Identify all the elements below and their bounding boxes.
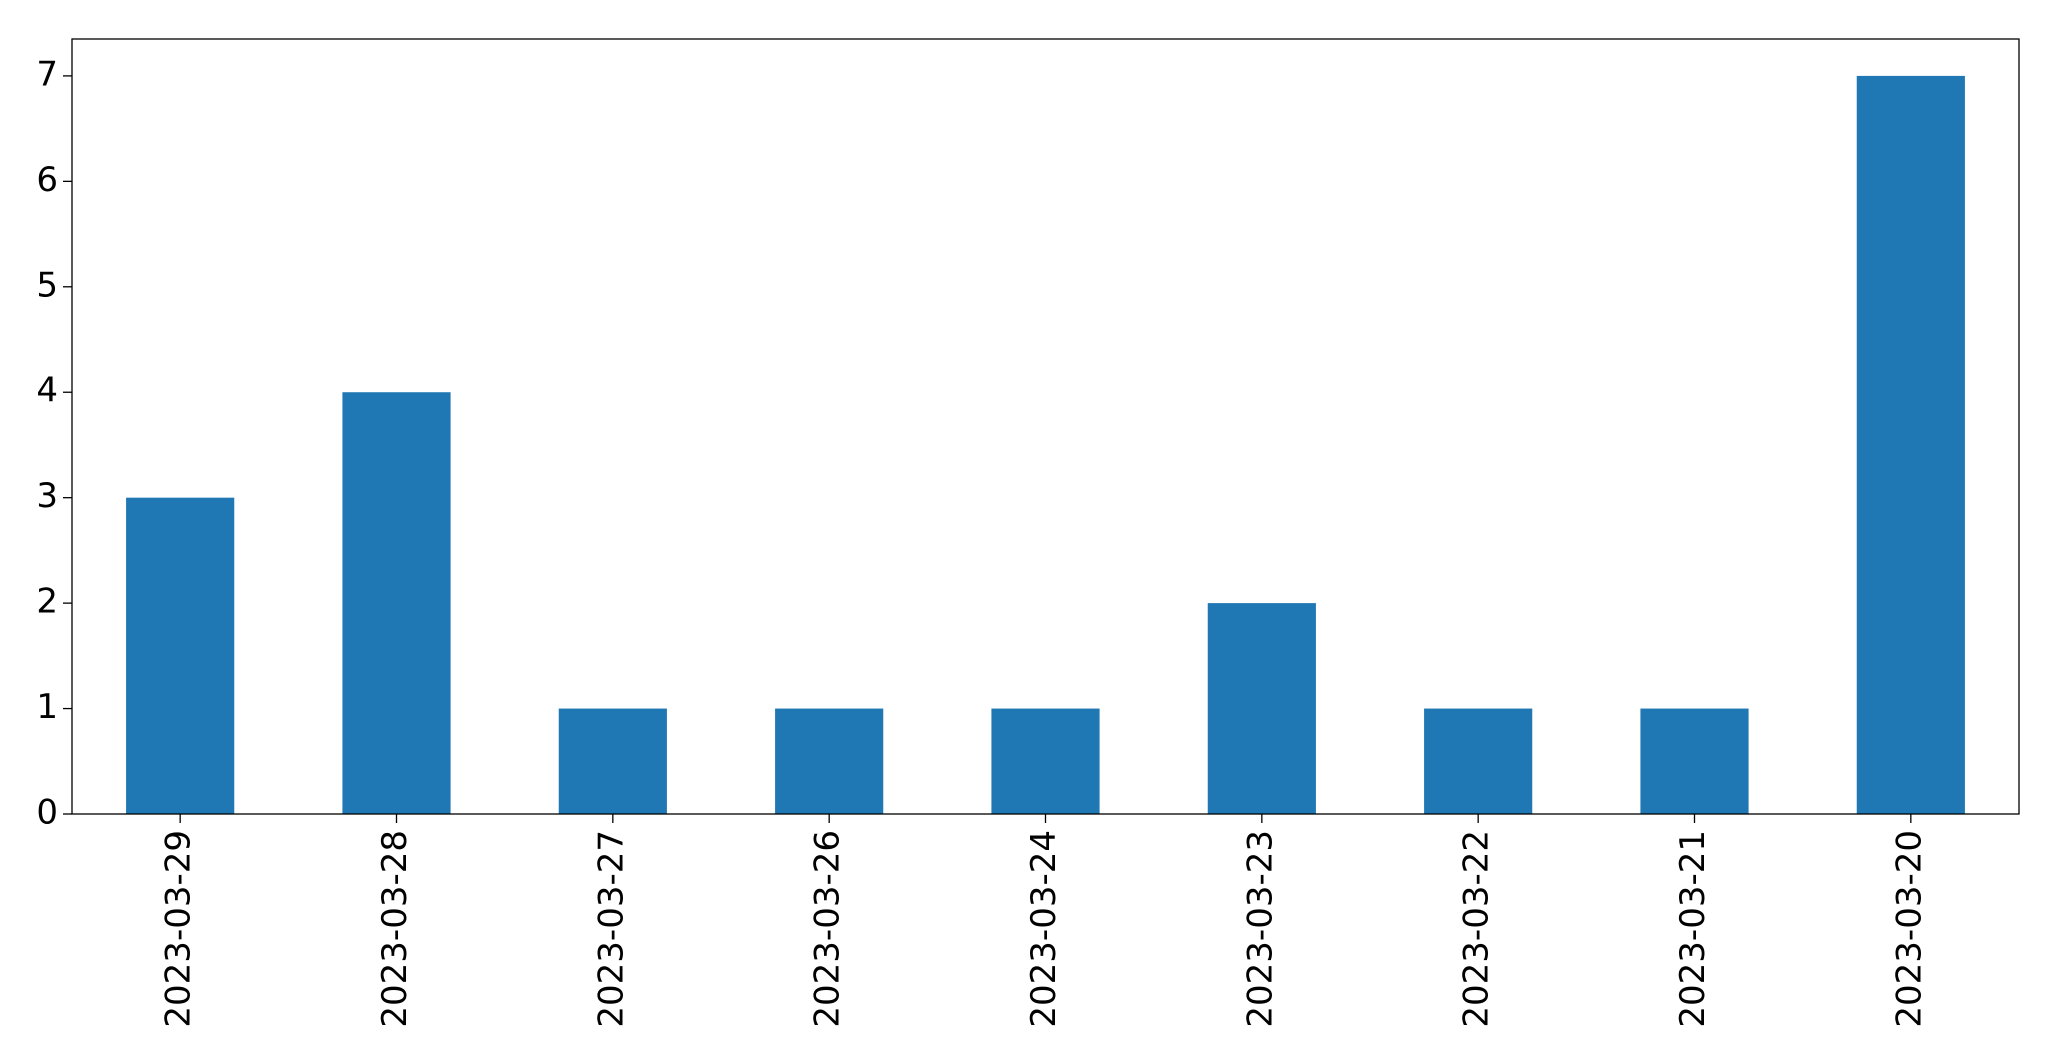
bar xyxy=(775,708,884,814)
y-tick-label: 4 xyxy=(36,371,58,411)
y-tick-label: 5 xyxy=(36,265,58,305)
bar xyxy=(1856,75,1965,814)
x-tick-label: 2023-03-23 xyxy=(1240,830,1280,1028)
bar xyxy=(558,708,667,814)
x-tick-label: 2023-03-22 xyxy=(1457,830,1497,1028)
bar xyxy=(1640,708,1749,814)
bar xyxy=(126,497,235,814)
y-tick-label: 3 xyxy=(36,476,58,516)
y-tick-label: 6 xyxy=(36,160,58,200)
x-tick-label: 2023-03-27 xyxy=(591,830,631,1028)
bar xyxy=(1424,708,1533,814)
plot-frame xyxy=(71,38,2020,815)
x-tick-label: 2023-03-21 xyxy=(1673,830,1713,1028)
x-tick-label: 2023-03-20 xyxy=(1889,830,1929,1028)
y-tick-label: 0 xyxy=(36,793,58,833)
y-tick-label: 1 xyxy=(36,687,58,727)
bar xyxy=(342,392,451,814)
y-tick-label: 7 xyxy=(36,54,58,94)
bar xyxy=(1207,603,1316,814)
bar xyxy=(991,708,1100,814)
x-tick-label: 2023-03-26 xyxy=(808,830,848,1028)
x-tick-label: 2023-03-28 xyxy=(375,830,415,1028)
y-tick-label: 2 xyxy=(36,582,58,622)
x-tick-label: 2023-03-29 xyxy=(159,830,199,1028)
x-tick-label: 2023-03-24 xyxy=(1024,830,1064,1028)
